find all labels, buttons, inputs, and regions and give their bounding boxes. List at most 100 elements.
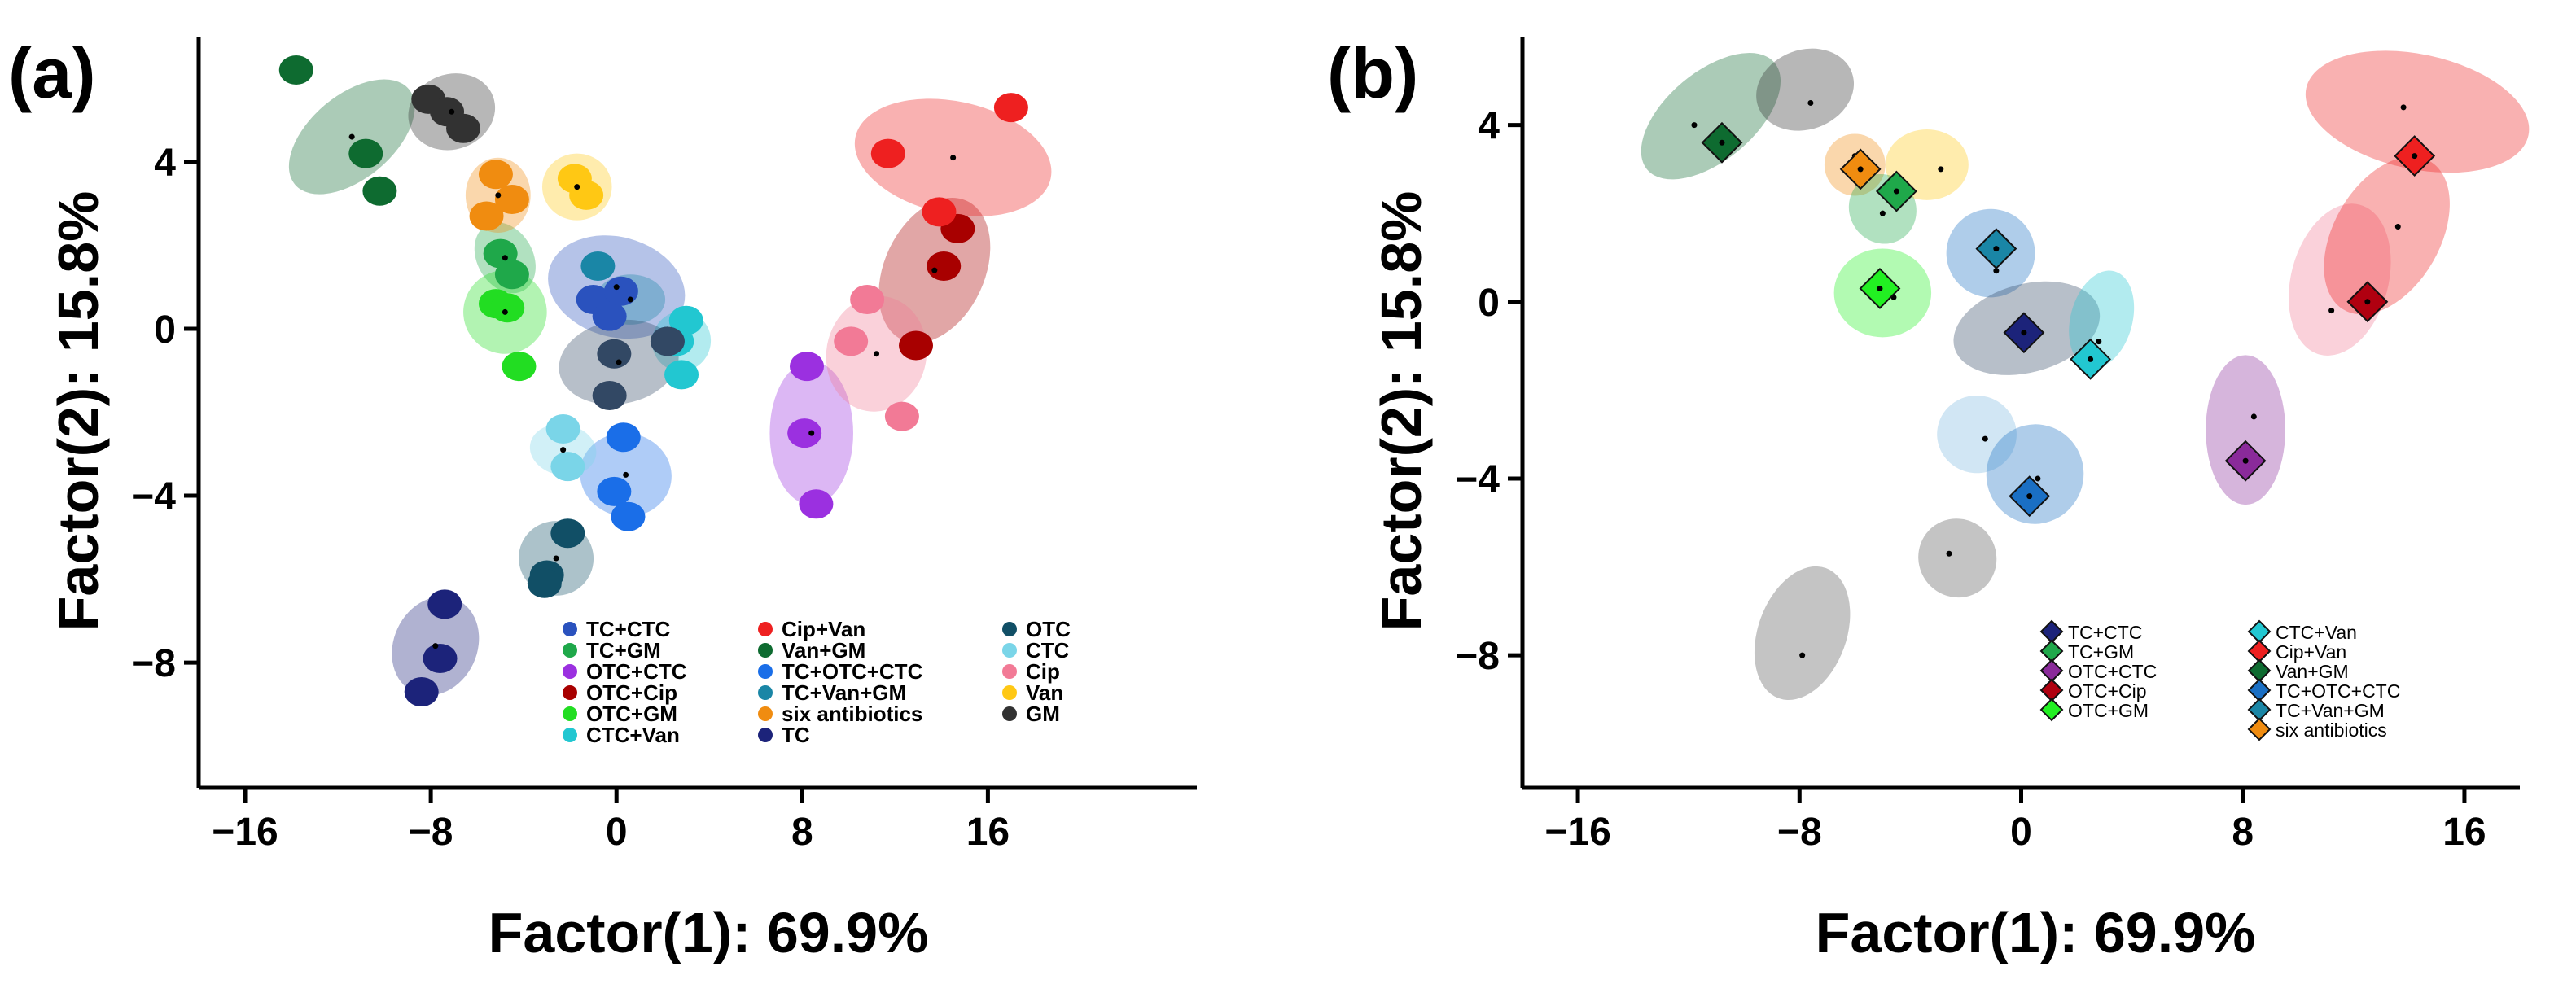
ellipse bbox=[1918, 518, 1997, 598]
legend-label: CTC+Van bbox=[2276, 622, 2357, 643]
legend-label: OTC bbox=[1026, 617, 1071, 641]
legend-label: TC+GM bbox=[586, 638, 661, 663]
legend-label: TC+Van+GM bbox=[782, 680, 906, 705]
data-point-six-antibiotics bbox=[494, 184, 529, 214]
y-tick-label: −8 bbox=[131, 642, 176, 685]
legend-label: TC+GM bbox=[2068, 641, 2134, 663]
data-point-cip-van bbox=[993, 93, 1028, 123]
legend-label: Van+GM bbox=[2276, 661, 2349, 682]
centroid-dot bbox=[1879, 210, 1886, 216]
centroid-dot bbox=[1857, 166, 1864, 173]
data-point-tc-gm bbox=[494, 260, 529, 290]
centroid-dot bbox=[2250, 413, 2257, 420]
legend-label: TC+CTC bbox=[2068, 622, 2142, 643]
legend-marker bbox=[563, 622, 577, 636]
legend-label: OTC+GM bbox=[2068, 700, 2149, 721]
centroid-dot bbox=[613, 284, 620, 291]
x-tick-label: 8 bbox=[2232, 811, 2254, 854]
ellipse bbox=[2305, 50, 2530, 173]
legend-label: Van bbox=[1026, 680, 1063, 705]
data-point-van-gm bbox=[278, 55, 313, 85]
data-point-ctc-van bbox=[668, 305, 703, 335]
legend-marker bbox=[563, 706, 577, 721]
legend-label: six antibiotics bbox=[2276, 719, 2387, 741]
centroid-dot bbox=[2096, 339, 2102, 345]
legend-label: Van+GM bbox=[782, 638, 865, 663]
centroid-dot bbox=[1893, 188, 1899, 195]
legend-marker bbox=[2039, 619, 2064, 644]
panel-b-ellipses bbox=[1641, 48, 2530, 701]
centroid-dot bbox=[495, 192, 502, 199]
data-point-van-gm bbox=[348, 138, 383, 168]
data-point-extra bbox=[650, 326, 685, 356]
data-point-van-gm bbox=[362, 176, 397, 206]
data-point-cip bbox=[884, 401, 919, 431]
legend-marker bbox=[2039, 658, 2064, 683]
data-point-cip bbox=[834, 326, 869, 356]
panel-b-points bbox=[1691, 99, 2436, 658]
legend-label: CTC bbox=[1026, 638, 1070, 663]
legend-marker bbox=[2039, 698, 2064, 722]
centroid-dot bbox=[502, 255, 508, 261]
data-point-otc-ctc bbox=[787, 418, 822, 448]
centroid-dot bbox=[1807, 99, 1814, 106]
centroid-dot bbox=[560, 447, 567, 453]
centroid-dot bbox=[2328, 308, 2335, 314]
centroid-dot bbox=[2021, 330, 2027, 336]
centroid-dot bbox=[553, 555, 559, 562]
data-point-otc bbox=[550, 518, 585, 549]
y-tick-label: 0 bbox=[1478, 282, 1500, 325]
legend-marker bbox=[2247, 658, 2272, 683]
panel-a-ellipses bbox=[288, 73, 1052, 696]
centroid-dot bbox=[2242, 457, 2249, 464]
centroid-dot bbox=[2412, 153, 2418, 160]
centroid-dot bbox=[2035, 475, 2041, 482]
panel-a-y-ticks: −8 −4 0 4 bbox=[131, 142, 199, 685]
y-tick-label: 4 bbox=[154, 142, 176, 185]
ellipse bbox=[1756, 48, 1855, 131]
centroid-dot bbox=[1877, 285, 1883, 291]
legend-marker bbox=[2247, 698, 2272, 722]
data-point-gm bbox=[446, 113, 481, 143]
legend-marker bbox=[1002, 685, 1017, 700]
centroid-dot bbox=[2400, 104, 2407, 111]
data-point-extra bbox=[592, 380, 627, 410]
data-point-tc bbox=[404, 677, 439, 707]
legend-marker bbox=[1002, 643, 1017, 658]
centroid-dot bbox=[1719, 139, 1725, 146]
x-tick-label: 16 bbox=[2442, 811, 2486, 854]
data-point-ctc bbox=[545, 414, 580, 444]
data-point-tc-ctc bbox=[603, 276, 638, 306]
legend-marker bbox=[2039, 639, 2064, 663]
data-point-tc-otc-ctc bbox=[606, 422, 641, 453]
legend-marker bbox=[2039, 678, 2064, 702]
legend-marker bbox=[758, 643, 773, 658]
legend-label: Cip+Van bbox=[2276, 641, 2346, 663]
panel-a-x-ticks: −16 −8 0 8 16 bbox=[212, 788, 1010, 854]
ellipse bbox=[1937, 395, 2017, 474]
x-tick-label: 0 bbox=[2010, 811, 2032, 854]
data-point-ctc-van bbox=[664, 360, 699, 390]
centroid-dot bbox=[1982, 435, 1988, 442]
legend-label: TC+Van+GM bbox=[2276, 700, 2385, 721]
legend-marker bbox=[563, 664, 577, 679]
legend-label: OTC+GM bbox=[586, 702, 677, 726]
data-point-otc bbox=[527, 568, 562, 598]
panel-a-y-axis-title: Factor(2): 15.8% bbox=[46, 191, 110, 632]
data-point-tc-otc-ctc bbox=[597, 476, 632, 506]
panel-b-y-axis-title: Factor(2): 15.8% bbox=[1369, 191, 1433, 632]
x-tick-label: −16 bbox=[212, 811, 278, 854]
data-point-otc-ctc bbox=[790, 352, 825, 382]
data-point-tc-ctc bbox=[592, 301, 627, 331]
centroid-dot bbox=[2394, 223, 2401, 230]
legend-marker bbox=[758, 728, 773, 742]
legend-label: Cip+Van bbox=[782, 617, 865, 641]
data-point-cip-van bbox=[922, 197, 957, 227]
ellipse bbox=[1986, 424, 2084, 524]
legend-label: OTC+Cip bbox=[2068, 680, 2147, 702]
legend-marker bbox=[758, 664, 773, 679]
legend-label: GM bbox=[1026, 702, 1060, 726]
data-point-otc-gm bbox=[502, 352, 537, 382]
centroid-dot bbox=[1799, 652, 1806, 658]
